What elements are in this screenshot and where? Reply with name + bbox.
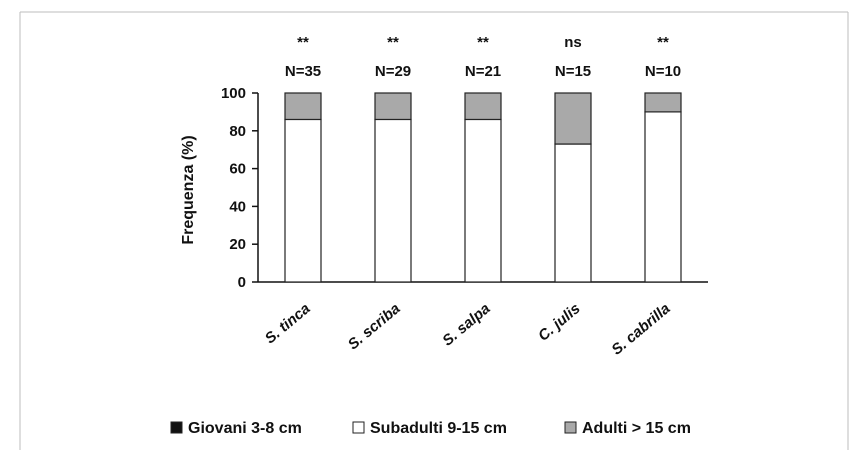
significance-label: **	[297, 34, 309, 51]
y-tick-label: 60	[229, 161, 246, 178]
bar-segment-adulti	[284, 92, 322, 121]
legend-label: Subadulti 9-15 cm	[370, 420, 507, 437]
bar-segment-subadulti	[464, 118, 502, 283]
bars	[284, 92, 682, 283]
bar-segment-adulti	[464, 92, 502, 121]
sample-size-label: N=21	[465, 63, 501, 80]
frame-border	[19, 11, 849, 450]
category-label: S. scriba	[345, 300, 404, 353]
bar-segment-adulti	[554, 92, 592, 145]
sample-size-label: N=29	[375, 63, 411, 80]
legend-swatch	[352, 421, 365, 434]
sample-size-label: N=10	[645, 63, 681, 80]
bar-segment-subadulti	[554, 143, 592, 283]
bar-segment-subadulti	[374, 118, 412, 283]
category-label: C. julis	[535, 300, 584, 345]
bar-segment-adulti	[644, 92, 682, 113]
category-label: S. salpa	[439, 300, 493, 349]
significance-label: ns	[564, 34, 582, 51]
significance-label: **	[387, 34, 399, 51]
sample-size-label: N=35	[285, 63, 321, 80]
top-annotations: ** N=35 ** N=29 ** N=21 ns N=15 ** N=10	[285, 34, 681, 80]
legend-label: Adulti > 15 cm	[582, 420, 691, 437]
category-labels: S. tinca S. scriba S. salpa C. julis S. cabr…	[262, 300, 674, 359]
y-tick-label: 80	[229, 123, 246, 140]
bar-segment-subadulti	[284, 118, 322, 283]
bar-segment-adulti	[374, 92, 412, 121]
significance-label: **	[477, 34, 489, 51]
y-tick-label: 100	[221, 85, 246, 102]
y-tick-label: 40	[229, 198, 246, 215]
legend-label: Giovani 3-8 cm	[188, 420, 302, 437]
y-axis-title: Frequenza (%)	[180, 135, 197, 244]
bar-segment-subadulti	[644, 111, 682, 283]
category-label: S. cabrilla	[608, 300, 673, 359]
sample-size-label: N=15	[555, 63, 591, 80]
y-tick-label: 20	[229, 236, 246, 253]
category-label: S. tinca	[262, 300, 314, 347]
y-tick-label: 0	[238, 274, 246, 291]
legend-swatch	[170, 421, 183, 434]
legend-swatch	[564, 421, 577, 434]
significance-label: **	[657, 34, 669, 51]
legend: Giovani 3-8 cm Subadulti 9-15 cm Adulti > …	[170, 420, 691, 437]
